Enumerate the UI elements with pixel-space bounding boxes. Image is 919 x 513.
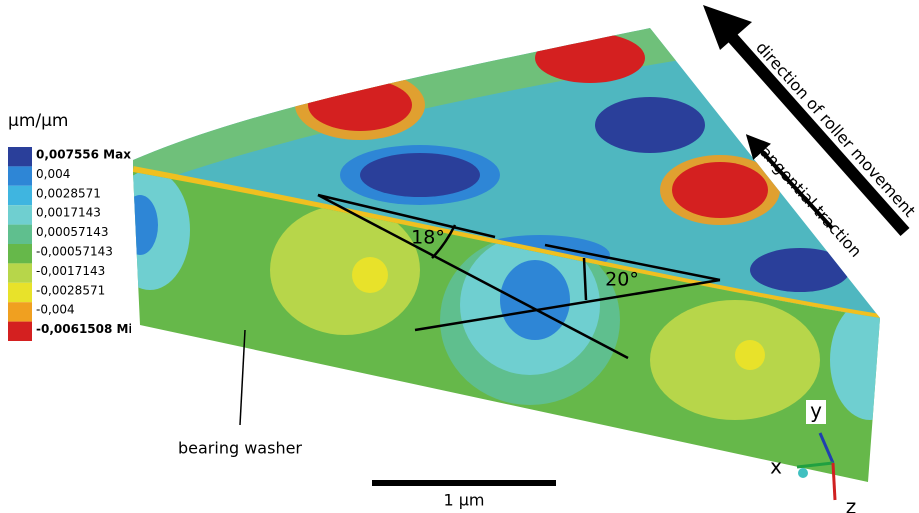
legend-swatch <box>8 166 32 185</box>
angle-label: 20° <box>605 269 639 291</box>
axis-label: y <box>810 399 822 423</box>
axis-label: z <box>846 495 857 513</box>
legend-label: 0,0017143 <box>36 206 101 220</box>
legend-swatch <box>8 302 32 321</box>
legend-label: 0,004 <box>36 167 70 181</box>
legend-label: -0,0028571 <box>36 283 105 297</box>
legend-label: -0,0017143 <box>36 264 105 278</box>
legend: 0,007556 Max 0,004 0,0028571 0,0017143 0,000… <box>8 147 141 341</box>
legend-swatch <box>8 147 32 166</box>
washer-label: bearing washer <box>178 439 302 458</box>
legend-label: 0,0028571 <box>36 186 101 200</box>
legend-label: -0,00057143 <box>36 245 113 259</box>
axis-label: x <box>770 455 782 479</box>
legend-swatch <box>8 205 32 224</box>
legend-swatch <box>8 322 32 341</box>
legend-label: 0,00057143 <box>36 225 109 239</box>
angle-label: 18° <box>411 227 445 249</box>
scale-label: 1 μm <box>443 491 484 510</box>
legend-label: -0,004 <box>36 303 75 317</box>
legend-unit: μm/μm <box>8 111 68 131</box>
legend-swatch <box>8 283 32 302</box>
legend-label: 0,007556 Max <box>36 148 131 162</box>
legend-swatch <box>8 225 32 244</box>
legend-swatch <box>8 244 32 263</box>
legend-swatch <box>8 186 32 205</box>
legend-swatch <box>8 263 32 282</box>
legend-label: -0,0061508 Min <box>36 322 141 336</box>
figure: 18° 20° direction of roller movement tan… <box>0 0 919 513</box>
